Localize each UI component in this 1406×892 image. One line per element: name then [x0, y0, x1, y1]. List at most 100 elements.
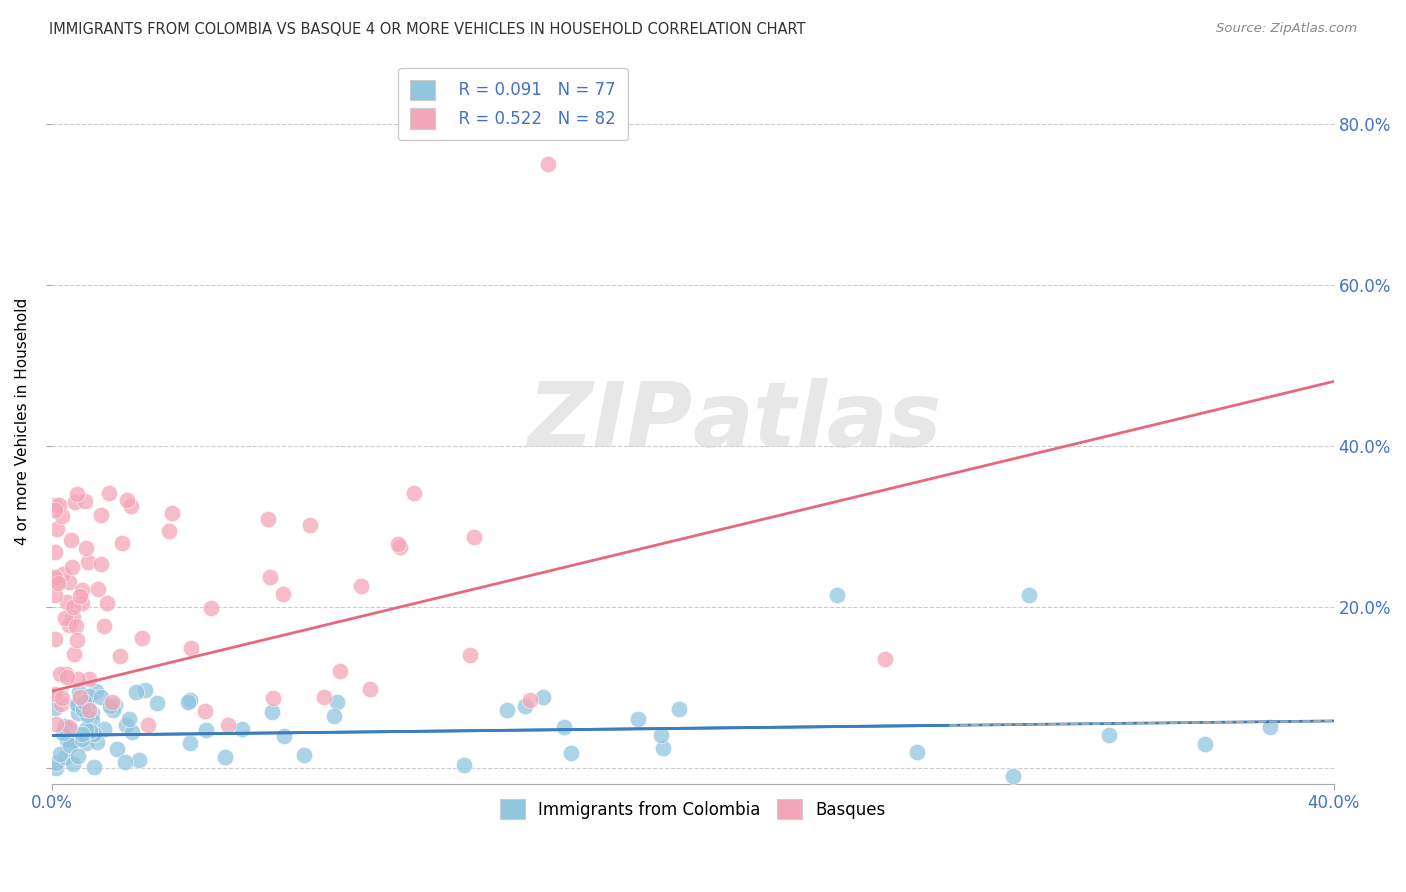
- Point: [72, 702, 94, 716]
- Point: [75, 736, 97, 750]
- Point: [125, 685, 148, 699]
- Point: [873, 652, 896, 666]
- Point: [179, 693, 201, 707]
- Point: [194, 723, 217, 738]
- Point: [256, 512, 278, 526]
- Point: [453, 758, 475, 772]
- Point: [825, 588, 848, 602]
- Point: [67, 684, 90, 698]
- Point: [75, 541, 97, 555]
- Point: [90, 508, 112, 522]
- Point: [298, 518, 321, 533]
- Point: [627, 713, 650, 727]
- Point: [905, 745, 928, 759]
- Point: [292, 748, 315, 763]
- Point: [350, 579, 373, 593]
- Point: [59, 533, 82, 548]
- Point: [194, 705, 217, 719]
- Point: [1194, 737, 1216, 751]
- Point: [652, 740, 675, 755]
- Point: [67, 698, 90, 712]
- Point: [359, 681, 381, 696]
- Point: [271, 587, 294, 601]
- Point: [45, 756, 67, 771]
- Point: [1258, 720, 1281, 734]
- Point: [259, 570, 281, 584]
- Point: [66, 487, 89, 501]
- Point: [44, 588, 66, 602]
- Point: [73, 704, 96, 718]
- Point: [120, 499, 142, 513]
- Point: [66, 706, 89, 721]
- Point: [101, 695, 124, 709]
- Point: [145, 696, 167, 710]
- Point: [65, 632, 87, 647]
- Point: [77, 672, 100, 686]
- Point: [76, 555, 98, 569]
- Point: [67, 748, 90, 763]
- Point: [513, 699, 536, 714]
- Point: [75, 723, 97, 737]
- Point: [59, 739, 82, 753]
- Point: [49, 697, 72, 711]
- Point: [72, 582, 94, 597]
- Point: [55, 670, 77, 684]
- Point: [58, 720, 80, 734]
- Point: [519, 692, 541, 706]
- Point: [46, 522, 69, 536]
- Point: [114, 718, 136, 732]
- Point: [560, 747, 582, 761]
- Point: [389, 541, 412, 555]
- Point: [537, 157, 560, 171]
- Point: [83, 760, 105, 774]
- Point: [97, 486, 120, 500]
- Point: [217, 718, 239, 732]
- Point: [214, 749, 236, 764]
- Point: [51, 691, 73, 706]
- Point: [66, 672, 89, 686]
- Point: [51, 509, 73, 524]
- Point: [73, 494, 96, 508]
- Point: [1002, 769, 1025, 783]
- Point: [77, 690, 100, 704]
- Point: [44, 498, 66, 512]
- Text: ZIP: ZIP: [527, 377, 693, 466]
- Point: [52, 726, 75, 740]
- Point: [58, 574, 80, 589]
- Point: [134, 683, 156, 698]
- Point: [110, 649, 132, 664]
- Point: [262, 691, 284, 706]
- Point: [159, 524, 181, 539]
- Point: [84, 683, 107, 698]
- Point: [90, 690, 112, 705]
- Point: [86, 734, 108, 748]
- Point: [322, 708, 344, 723]
- Point: [63, 647, 86, 661]
- Point: [179, 736, 201, 750]
- Point: [160, 506, 183, 520]
- Point: [115, 493, 138, 508]
- Point: [62, 757, 84, 772]
- Point: [72, 731, 94, 746]
- Point: [58, 617, 80, 632]
- Point: [65, 619, 87, 633]
- Point: [44, 701, 66, 715]
- Point: [69, 690, 91, 705]
- Point: [458, 648, 481, 662]
- Point: [121, 724, 143, 739]
- Point: [60, 559, 83, 574]
- Point: [111, 536, 134, 550]
- Point: [69, 589, 91, 603]
- Point: [72, 695, 94, 709]
- Point: [83, 727, 105, 741]
- Point: [104, 698, 127, 713]
- Point: [96, 595, 118, 609]
- Point: [463, 530, 485, 544]
- Point: [44, 570, 66, 584]
- Point: [128, 753, 150, 767]
- Point: [326, 695, 349, 709]
- Point: [273, 729, 295, 743]
- Point: [62, 599, 84, 614]
- Text: atlas: atlas: [693, 377, 942, 466]
- Point: [44, 545, 66, 559]
